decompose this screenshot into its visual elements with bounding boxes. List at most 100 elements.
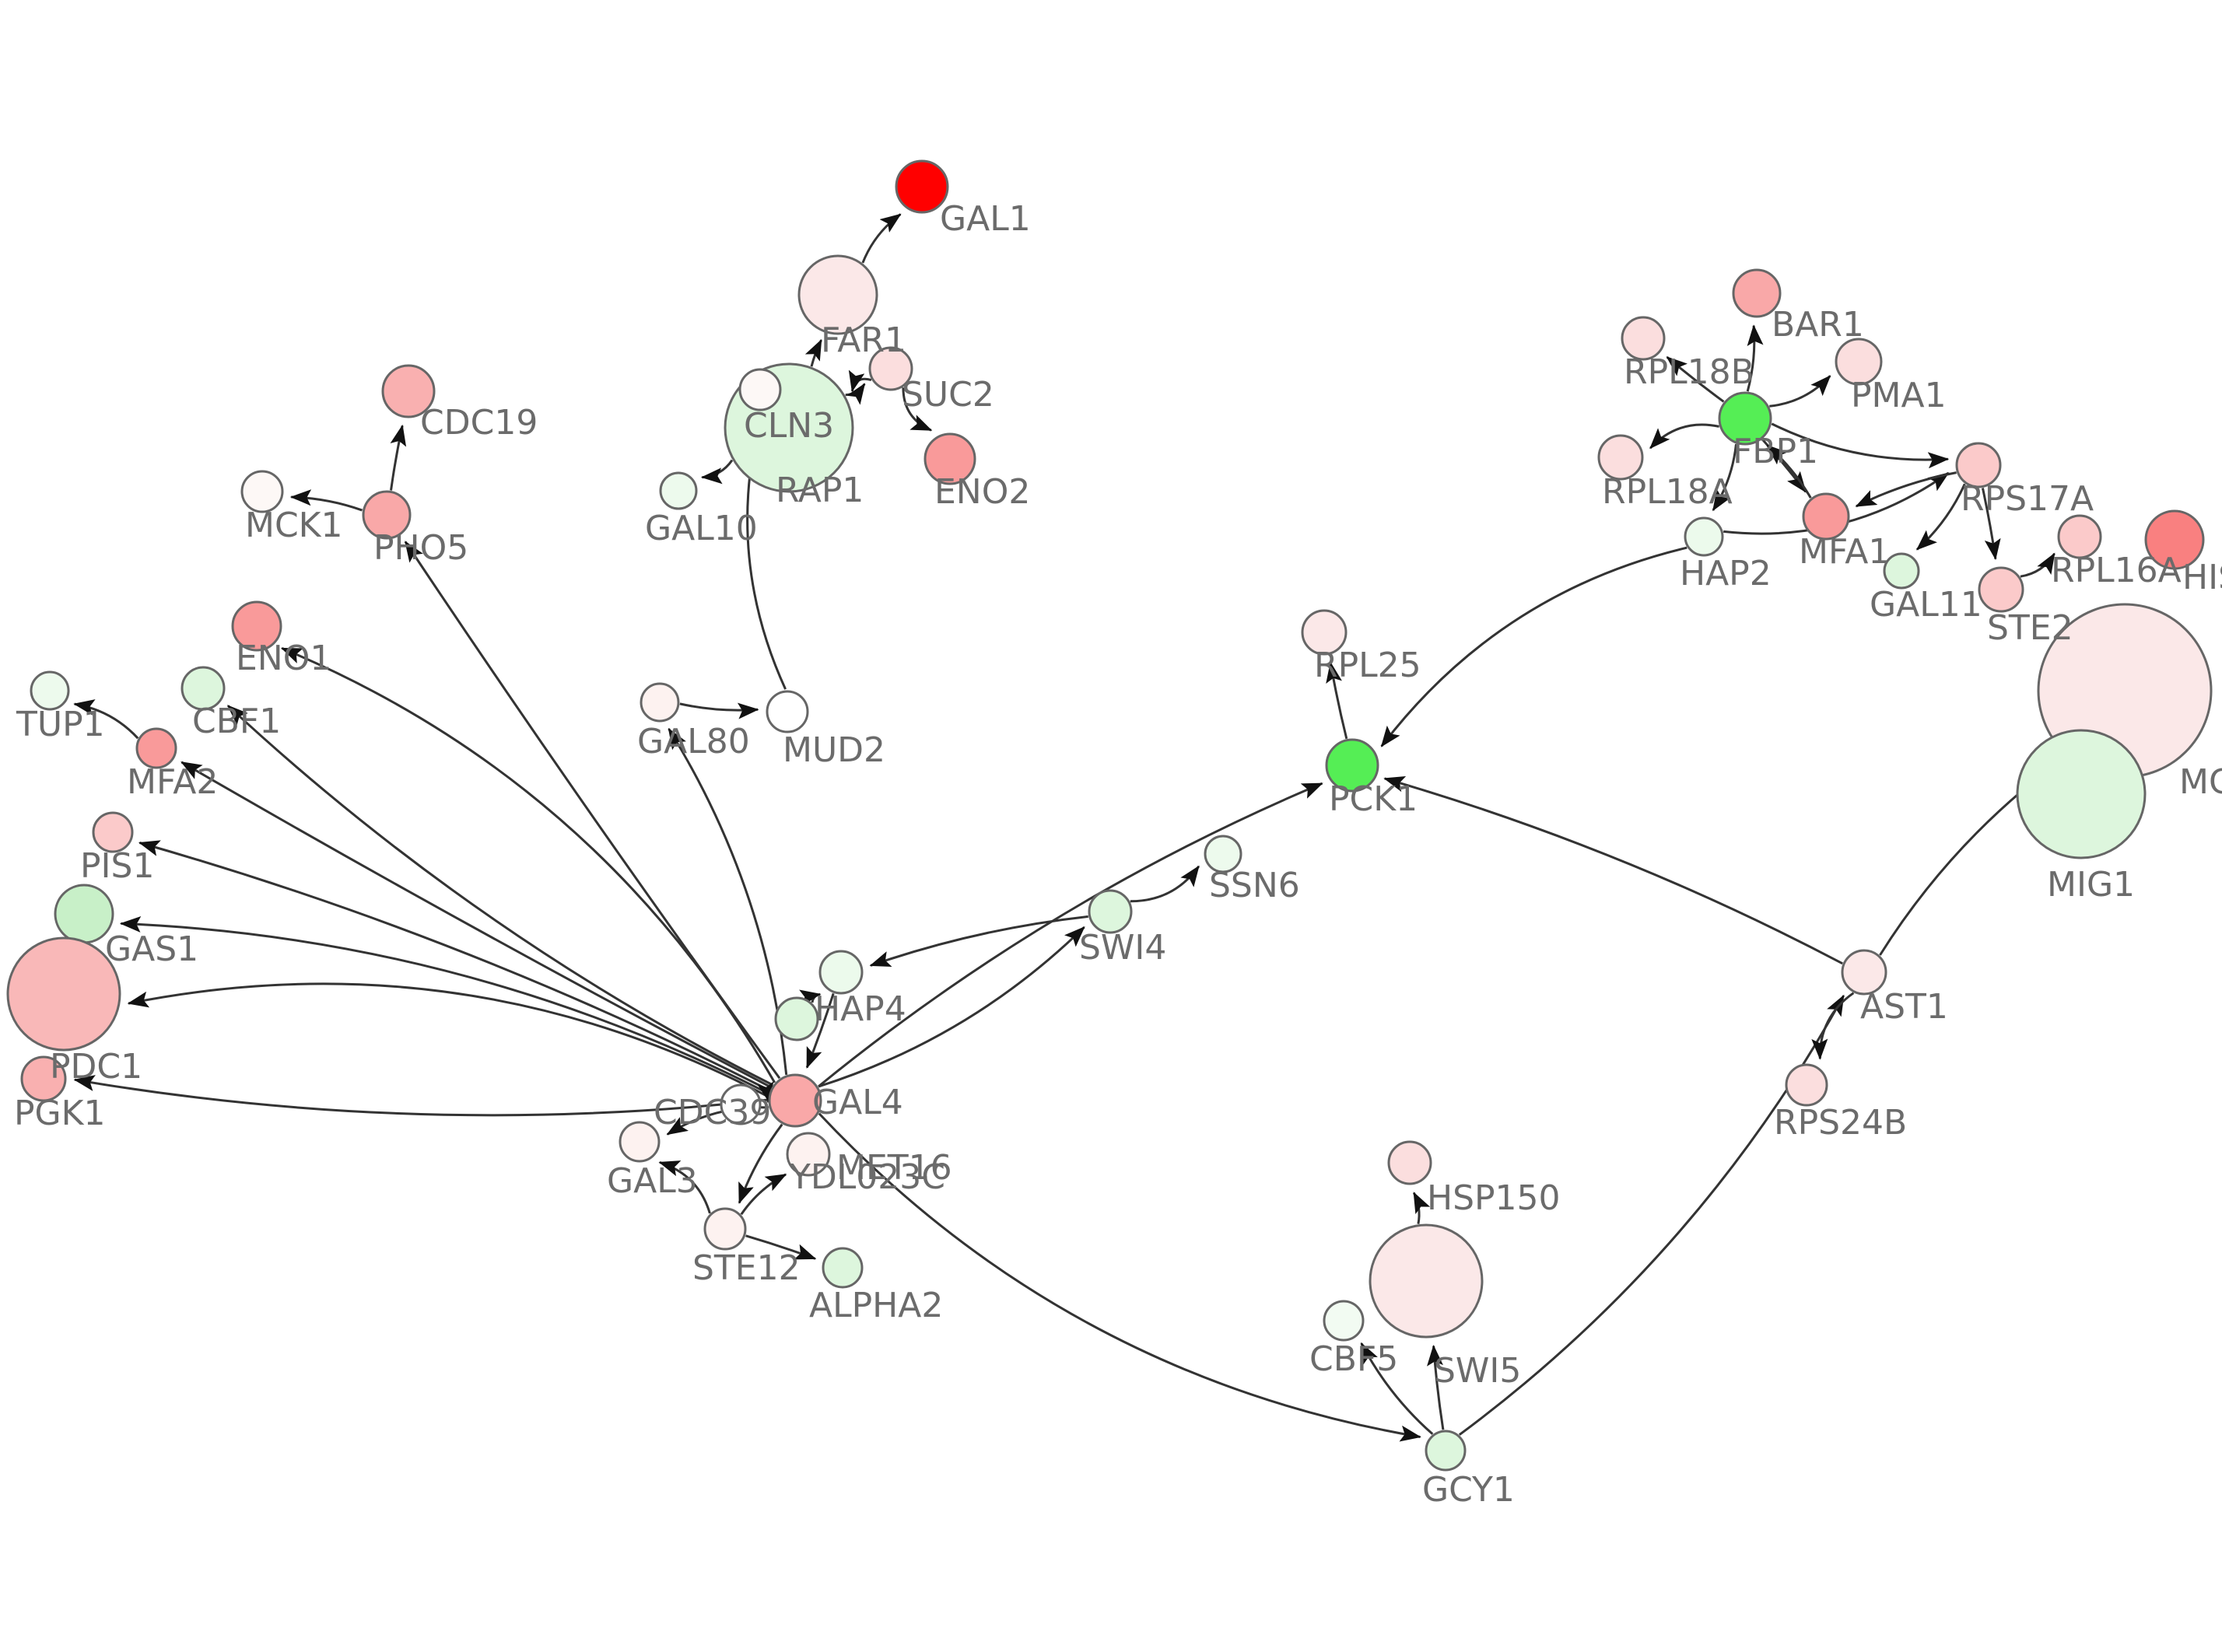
network-edge	[119, 915, 769, 1095]
network-edge	[1130, 865, 1200, 903]
network-node-label: CBF5	[1309, 1339, 1398, 1379]
network-edge	[1712, 443, 1737, 512]
network-node-swi4[interactable]	[1088, 889, 1133, 934]
network-node-mud2[interactable]	[766, 690, 809, 733]
network-node-rps24b[interactable]	[1785, 1063, 1828, 1107]
network-edge	[869, 915, 1088, 968]
network-node-pho5[interactable]	[362, 490, 412, 540]
network-edge	[1771, 422, 1950, 469]
network-node-hsp150[interactable]	[1387, 1140, 1432, 1185]
network-node-bar1[interactable]	[1732, 268, 1782, 318]
network-node-far1[interactable]	[797, 254, 878, 335]
network-node-swi6[interactable]	[774, 996, 819, 1041]
network-node-label: HAP2	[1680, 554, 1772, 593]
network-node-ssn6[interactable]	[1204, 835, 1242, 873]
network-node-label: PGK1	[14, 1094, 105, 1133]
network-edge	[745, 1234, 817, 1260]
network-node-label: PHO5	[373, 528, 468, 568]
network-node-label: GAL3	[607, 1161, 698, 1201]
network-node-label: STE12	[692, 1248, 801, 1288]
network-edge	[700, 459, 734, 485]
network-node-label: GAL4	[812, 1083, 903, 1122]
network-edge	[804, 338, 822, 367]
network-edge	[1855, 471, 1957, 508]
network-node-label: ALPHA2	[809, 1286, 943, 1325]
network-node-gal10[interactable]	[659, 471, 698, 510]
network-edge	[848, 369, 872, 393]
network-node-ast1[interactable]	[1841, 949, 1887, 996]
network-node-label: GCY1	[1422, 1470, 1515, 1510]
network-node-label: PMA1	[1851, 376, 1947, 415]
network-node-mfa1[interactable]	[1802, 492, 1850, 541]
network-node-alpha2[interactable]	[822, 1247, 864, 1289]
network-node-label: RPL18A	[1602, 472, 1733, 512]
network-node-rpl25[interactable]	[1301, 609, 1348, 656]
network-node-cbf5[interactable]	[1323, 1300, 1365, 1342]
network-node-rpl18b[interactable]	[1621, 316, 1666, 361]
network-node-gal4[interactable]	[768, 1073, 822, 1128]
network-node-label: ENO1	[236, 639, 331, 678]
network-node-swi5[interactable]	[1369, 1223, 1484, 1339]
network-node-fbp1[interactable]	[1718, 391, 1772, 446]
network-node-pma1[interactable]	[1835, 338, 1883, 386]
network-node-label: PDC1	[50, 1047, 142, 1087]
network-node-his4[interactable]	[2144, 509, 2205, 570]
network-node-pis1[interactable]	[92, 811, 134, 853]
network-edge	[902, 387, 933, 432]
network-edge	[1412, 1192, 1431, 1224]
network-edge	[668, 727, 788, 1076]
network-node-label: RAP1	[776, 471, 864, 510]
network-node-ste2[interactable]	[1978, 566, 2024, 613]
network-node-label: CLN3	[744, 406, 834, 446]
network-node-label: GAL1	[940, 199, 1031, 239]
label-layer: GAL1 FAR1 SUC2 ENO2 CLN3 RAP1 GAL10 CDC19 MCK1 PH…	[14, 199, 2222, 1510]
network-node-gal1[interactable]	[895, 159, 949, 214]
network-node-gal80[interactable]	[640, 682, 680, 723]
network-node-pgk1[interactable]	[20, 1055, 67, 1102]
network-node-label: RPL25	[1314, 646, 1421, 685]
network-node-label: PCK1	[1329, 779, 1418, 819]
network-node-gal11[interactable]	[720, 1083, 762, 1125]
network-node-rpl18a[interactable]	[1597, 434, 1644, 481]
network-node-rap1[interactable]	[738, 368, 782, 411]
network-node-eno1[interactable]	[231, 600, 282, 652]
network-edge	[738, 1123, 783, 1205]
network-node-pck1[interactable]	[1325, 738, 1379, 793]
network-node-rpl16a[interactable]	[2057, 514, 2102, 559]
network-node-cbf1[interactable]	[180, 666, 226, 711]
network-node-label: MIG1	[2047, 865, 2135, 905]
network-node-label: HSP150	[1427, 1178, 1561, 1218]
network-node-mig1[interactable]	[2016, 729, 2147, 859]
network-node-rps17a[interactable]	[1955, 442, 2002, 488]
network-node-pdc1[interactable]	[6, 936, 121, 1052]
network-node-ste12[interactable]	[703, 1207, 747, 1251]
network-node-label: AST1	[1860, 987, 1948, 1027]
network-node-label: MUD2	[783, 730, 885, 770]
network-node-label: CDC39	[654, 1093, 771, 1132]
network-node-ydl023c[interactable]	[786, 1132, 831, 1177]
network-node-eno2[interactable]	[923, 432, 976, 485]
network-node-label: PIS1	[80, 846, 154, 886]
network-edge	[1915, 483, 1966, 551]
network-node-hap2[interactable]	[1684, 516, 1724, 557]
network-node-label: CDC19	[420, 403, 538, 443]
network-node-gal3[interactable]	[619, 1121, 661, 1163]
network-edge	[1360, 1342, 1434, 1435]
network-edge	[180, 761, 773, 1089]
network-edge	[740, 1173, 787, 1216]
network-edge	[805, 992, 835, 1069]
network-node-tup1[interactable]	[30, 670, 70, 711]
network-node-hap4[interactable]	[818, 950, 864, 995]
network-node-mck1[interactable]	[240, 470, 284, 513]
network-node-cdc19[interactable]	[381, 364, 436, 418]
network-node-gcy1[interactable]	[1425, 1430, 1467, 1472]
network-node-mfa2[interactable]	[135, 727, 177, 769]
network-node-label: RPL16A	[2051, 551, 2182, 590]
network-node-label: MFA2	[127, 762, 218, 802]
network-node-gal11b[interactable]	[1883, 552, 1920, 590]
network-node-label: SUC2	[902, 375, 994, 415]
network-node-label: GAL11	[1870, 585, 1982, 625]
network-node-suc2[interactable]	[868, 346, 913, 391]
network-node-gas1[interactable]	[54, 884, 114, 944]
network-node-label: FAR1	[821, 320, 906, 360]
